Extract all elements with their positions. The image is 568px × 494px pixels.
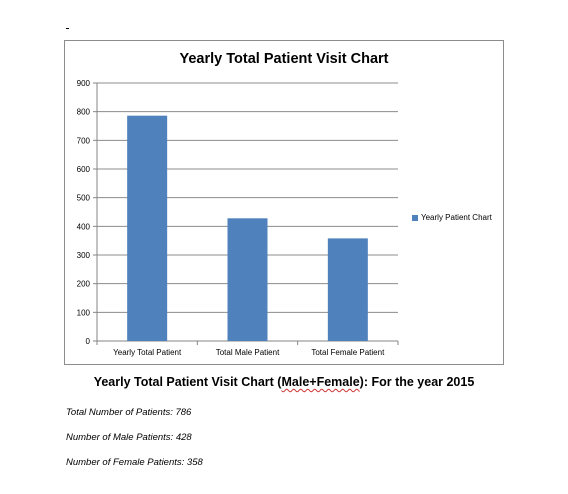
chart-title: Yearly Total Patient Visit Chart — [179, 51, 389, 67]
bar — [327, 238, 368, 341]
legend-label: Yearly Patient Chart — [421, 213, 492, 222]
total-patients-stat: Total Number of Patients: 786 — [66, 407, 192, 418]
chart-container: Yearly Total Patient Visit Chart 0 100 200… — [64, 40, 504, 365]
y-tick-label: 300 — [77, 251, 91, 260]
male-patients-stat: Number of Male Patients: 428 — [66, 432, 192, 443]
y-tick-label: 700 — [77, 136, 91, 145]
y-tick-label: 800 — [77, 108, 91, 117]
y-tick-label: 900 — [77, 79, 91, 88]
caption-text-after: ): For the year 2015 — [359, 375, 475, 389]
y-tick-label: 100 — [77, 308, 91, 317]
caption-text-before: Yearly Total Patient Visit Chart ( — [93, 375, 282, 389]
bar-chart-plot: 0 100 200 300 400 500 600 700 800 900 Yearly Total… — [77, 79, 399, 357]
stray-dash-mark — [66, 28, 69, 29]
bar — [127, 115, 168, 342]
x-tick-label: Yearly Total Patient — [113, 348, 182, 357]
female-patients-stat: Number of Female Patients: 358 — [66, 457, 203, 468]
y-tick-label: 500 — [77, 194, 91, 203]
y-tick-label: 400 — [77, 222, 91, 231]
caption-highlight: Male+Female — [281, 375, 360, 389]
legend-swatch — [412, 214, 418, 221]
x-tick-label: Total Male Patient — [216, 348, 280, 357]
bar — [227, 218, 268, 341]
y-tick-label: 200 — [77, 280, 91, 289]
y-tick-label: 0 — [86, 337, 91, 346]
y-tick-label: 600 — [77, 165, 91, 174]
chart-caption: Yearly Total Patient Visit Chart (Male+F… — [0, 375, 568, 389]
x-tick-label: Total Female Patient — [311, 348, 385, 357]
chart-legend: Yearly Patient Chart — [412, 213, 492, 222]
